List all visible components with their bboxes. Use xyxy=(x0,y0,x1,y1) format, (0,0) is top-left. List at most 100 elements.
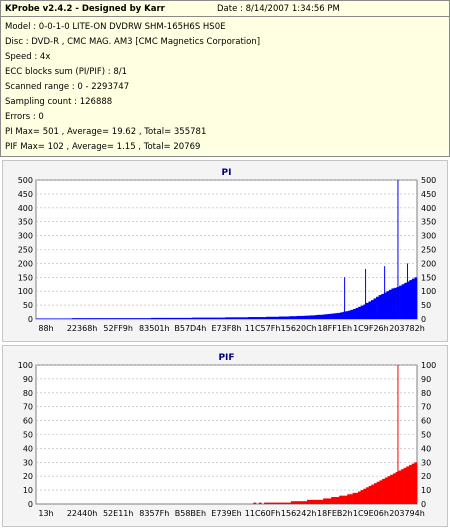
pif-bar xyxy=(360,490,364,504)
pif-bar xyxy=(328,498,332,504)
pi-bar xyxy=(140,318,144,319)
pif-bar xyxy=(258,502,262,504)
pi-bar xyxy=(133,318,137,319)
pi-bar xyxy=(46,318,50,319)
pif-bar xyxy=(349,494,353,504)
pi-bar xyxy=(143,318,147,319)
pif-y-tick-label: 100 xyxy=(18,361,33,370)
pi-bar xyxy=(120,318,124,319)
pif-bar xyxy=(296,501,300,504)
pif-bar xyxy=(266,502,270,504)
pi-bar xyxy=(347,310,351,319)
pi-bar xyxy=(353,308,356,319)
pi-bar xyxy=(122,318,126,319)
pi-y-tick-label-right: 0 xyxy=(421,315,426,324)
info-scanned-range: Scanned range : 0 - 2293747 xyxy=(5,82,130,92)
info-speed: Speed : 4x xyxy=(5,52,51,62)
pi-chart: PI 0 0 50 50 100 100 150 150 200 200 250 250 300 300 35… xyxy=(18,168,437,333)
pi-bar xyxy=(388,289,392,319)
pif-x-tick-label: B58BEh xyxy=(175,509,206,518)
pif-bar xyxy=(312,499,316,504)
pif-y-tick-label: 50 xyxy=(23,431,33,440)
pi-bar xyxy=(360,305,364,319)
pif-y-tick-label-right: 100 xyxy=(421,361,436,370)
pif-x-tick-label: 11C60Fh xyxy=(245,509,281,518)
pif-y-tick-label-right: 20 xyxy=(421,472,431,481)
pif-y-tick-label-right: 70 xyxy=(421,403,431,412)
pi-bar xyxy=(324,314,328,319)
pi-x-tick-label: E73F8h xyxy=(212,324,242,333)
pi-x-tick-label: 15620Ch xyxy=(281,324,317,333)
pif-y-tick-label-right: 60 xyxy=(421,417,431,426)
pi-bar xyxy=(163,317,167,319)
pi-bar xyxy=(145,318,149,319)
pi-bar xyxy=(248,317,252,319)
pi-bar xyxy=(130,318,134,319)
pi-bar xyxy=(222,317,226,319)
pi-bar xyxy=(171,317,175,319)
pi-bar xyxy=(158,317,162,319)
pif-bar xyxy=(264,502,268,504)
pi-bar xyxy=(243,317,246,319)
pi-bar xyxy=(135,318,139,319)
pi-x-tick-label: 203782h xyxy=(389,324,425,333)
pi-bar xyxy=(376,296,379,319)
pi-bar xyxy=(240,317,244,319)
pif-x-tick-label: 52E11h xyxy=(103,509,133,518)
pi-y-tick-label: 200 xyxy=(18,259,33,268)
pif-y-tick-label-right: 50 xyxy=(421,431,431,440)
pi-bar xyxy=(89,318,93,319)
pi-y-tick-label-right: 100 xyxy=(421,287,436,296)
pif-y-tick-label: 10 xyxy=(23,486,33,495)
pif-bar xyxy=(390,474,394,504)
pi-bar xyxy=(404,282,408,319)
info-pi-summary: PI Max= 501 , Average= 19.62 , Total= 35… xyxy=(5,127,207,137)
pif-bar xyxy=(331,497,335,504)
pif-chart-panel: PIF 0 0 10 10 20 20 30 30 40 40 50 50 60 60 70 70 80 80 90 9… xyxy=(2,345,448,527)
pi-bar xyxy=(82,318,85,319)
pi-x-tick-label: 52FF9h xyxy=(103,324,133,333)
pi-bar xyxy=(235,317,239,319)
pi-y-tick-label-right: 200 xyxy=(421,259,436,268)
pi-bar xyxy=(370,300,374,319)
pi-bar xyxy=(117,318,121,319)
pi-bar xyxy=(391,288,395,319)
pi-bar xyxy=(92,318,96,319)
pif-chart: PIF 0 0 10 10 20 20 30 30 40 40 50 50 60 60 70 70 80 80 90 9… xyxy=(18,353,437,518)
pif-bar xyxy=(333,497,337,504)
pi-bar xyxy=(115,318,119,319)
pif-bar xyxy=(269,502,273,504)
pi-chart-title: PI xyxy=(222,168,232,178)
info-errors: Errors : 0 xyxy=(5,112,44,122)
pi-bar xyxy=(309,315,313,319)
info-ecc-blocks: ECC blocks sum (PI/PIF) : 8/1 xyxy=(5,67,128,77)
pi-bar xyxy=(148,318,152,319)
pi-bar xyxy=(355,307,359,319)
pi-bar xyxy=(327,313,331,319)
pif-bar xyxy=(357,491,361,504)
pi-bar xyxy=(176,317,180,319)
pi-bar xyxy=(294,316,298,319)
pif-y-tick-label: 40 xyxy=(23,444,33,453)
pi-bar xyxy=(261,317,264,319)
pif-bar xyxy=(309,499,313,504)
pi-bar xyxy=(411,278,415,319)
pif-bar xyxy=(285,502,289,504)
pi-bar xyxy=(276,316,280,319)
pi-bar xyxy=(363,304,367,319)
pi-bar xyxy=(250,317,254,319)
pi-bar xyxy=(314,315,318,319)
pi-y-tick-label-right: 50 xyxy=(421,301,431,310)
pi-bar xyxy=(330,313,333,319)
pi-bar xyxy=(181,317,185,319)
pi-bar xyxy=(386,291,390,319)
pi-bar xyxy=(48,318,52,319)
pif-bar xyxy=(384,477,388,504)
pif-y-tick-label: 60 xyxy=(23,417,33,426)
pi-bar xyxy=(94,318,98,319)
pi-bar xyxy=(414,277,418,319)
pi-bar xyxy=(191,317,195,319)
pi-bar xyxy=(409,280,413,319)
pi-bar xyxy=(289,316,293,319)
pi-bar xyxy=(332,313,336,319)
